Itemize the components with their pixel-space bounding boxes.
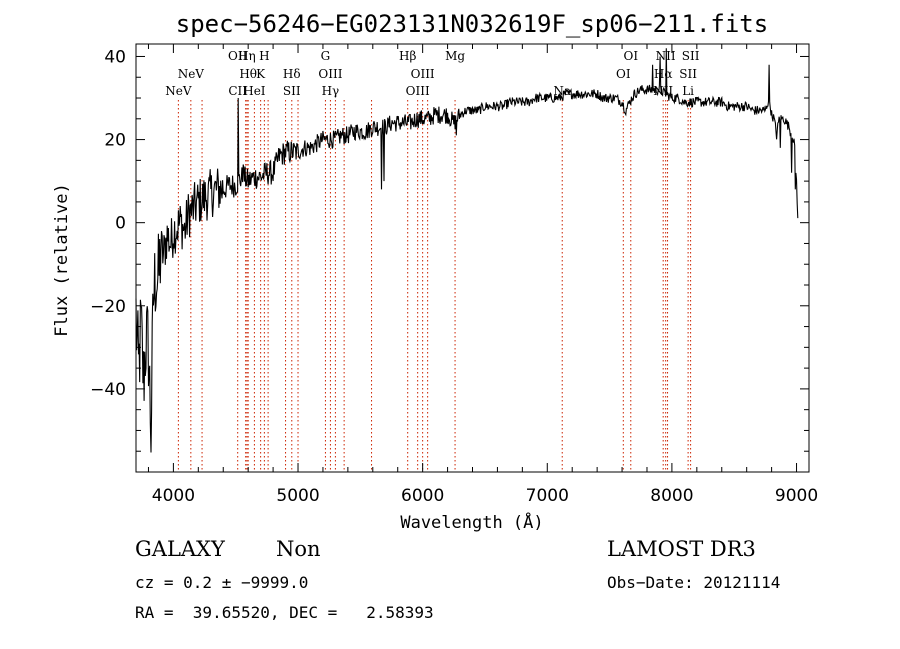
x-tick-label: 9000	[775, 486, 818, 506]
emission-line-label: Mg	[445, 49, 465, 63]
emission-line-label: Hγ	[322, 84, 340, 98]
emission-line-label: SII	[679, 67, 697, 81]
x-tick-label: 6000	[401, 486, 444, 506]
spectrum-series-line	[135, 48, 799, 453]
chart-title: spec−56246−EG023131N032619F_sp06−211.fit…	[176, 10, 768, 38]
emission-line-label: HeI	[243, 84, 266, 98]
x-tick-label: 8000	[650, 486, 693, 506]
survey-name: LAMOST DR3	[607, 537, 756, 561]
y-tick-label: −40	[90, 380, 126, 400]
y-tick-label: 40	[104, 47, 126, 67]
emission-line-label: OII	[228, 49, 248, 63]
emission-line-label: Hθ	[239, 67, 257, 81]
y-tick-label: 20	[104, 131, 126, 151]
emission-line-label: Na	[553, 84, 571, 98]
emission-line-label: Li	[682, 84, 694, 98]
observation-date: Obs−Date: 20121114	[607, 573, 781, 592]
emission-line-label: Hη	[238, 49, 256, 63]
emission-line-markers: NeV NeV OII CII Hη Hθ HeI HK Hδ SII G OIII Hγ Hβ OIII O…	[165, 49, 700, 472]
x-axis-label: Wavelength (Å)	[400, 511, 543, 533]
emission-line-label: OIII	[406, 84, 430, 98]
object-subclass: Non	[276, 537, 321, 561]
emission-line-label: SII	[283, 84, 301, 98]
y-tick-label: −20	[90, 297, 126, 317]
emission-line-label: OI	[623, 49, 638, 63]
emission-line-label: CII	[228, 84, 247, 98]
object-class: GALAXY	[135, 537, 225, 561]
emission-line-label: OI	[616, 67, 631, 81]
emission-line-label: NeV	[178, 67, 205, 81]
emission-line-label: SII	[682, 49, 700, 63]
coordinates-readout: RA = 39.65520, DEC = 2.58393	[135, 603, 434, 622]
axis-ticks: 4000 5000 6000 7000 8000 9000 −40 −20 0 20 40	[90, 44, 818, 506]
x-tick-label: 4000	[152, 486, 195, 506]
y-tick-label: 0	[115, 214, 126, 234]
emission-line-label: Hβ	[399, 49, 416, 63]
emission-line-label: OIII	[411, 67, 435, 81]
redshift-readout: cz = 0.2 ± −9999.0	[135, 573, 309, 592]
x-tick-label: 5000	[276, 486, 319, 506]
emission-line-label: Hα	[654, 67, 673, 81]
y-axis-label: Flux (relative)	[52, 183, 72, 337]
emission-line-label: K	[256, 67, 266, 81]
emission-line-label: H	[259, 49, 269, 63]
emission-line-label: G	[321, 49, 331, 63]
x-tick-label: 7000	[526, 486, 569, 506]
emission-line-label: OIII	[318, 67, 342, 81]
emission-line-label: Hδ	[283, 67, 301, 81]
emission-line-label: NeV	[165, 84, 192, 98]
